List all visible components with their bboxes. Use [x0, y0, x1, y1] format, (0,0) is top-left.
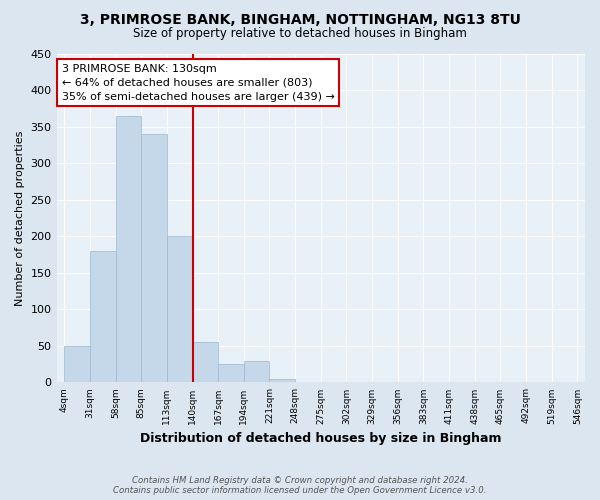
Y-axis label: Number of detached properties: Number of detached properties — [15, 130, 25, 306]
Text: 3, PRIMROSE BANK, BINGHAM, NOTTINGHAM, NG13 8TU: 3, PRIMROSE BANK, BINGHAM, NOTTINGHAM, N… — [80, 12, 520, 26]
X-axis label: Distribution of detached houses by size in Bingham: Distribution of detached houses by size … — [140, 432, 502, 445]
Bar — [218, 364, 244, 382]
Bar — [193, 342, 218, 382]
Bar — [269, 379, 295, 382]
Bar — [64, 346, 90, 383]
Bar — [90, 251, 116, 382]
Text: Size of property relative to detached houses in Bingham: Size of property relative to detached ho… — [133, 28, 467, 40]
Bar — [116, 116, 141, 382]
Bar — [167, 236, 193, 382]
Bar — [141, 134, 167, 382]
Bar — [244, 360, 269, 382]
Text: 3 PRIMROSE BANK: 130sqm
← 64% of detached houses are smaller (803)
35% of semi-d: 3 PRIMROSE BANK: 130sqm ← 64% of detache… — [62, 64, 335, 102]
Text: Contains HM Land Registry data © Crown copyright and database right 2024.
Contai: Contains HM Land Registry data © Crown c… — [113, 476, 487, 495]
